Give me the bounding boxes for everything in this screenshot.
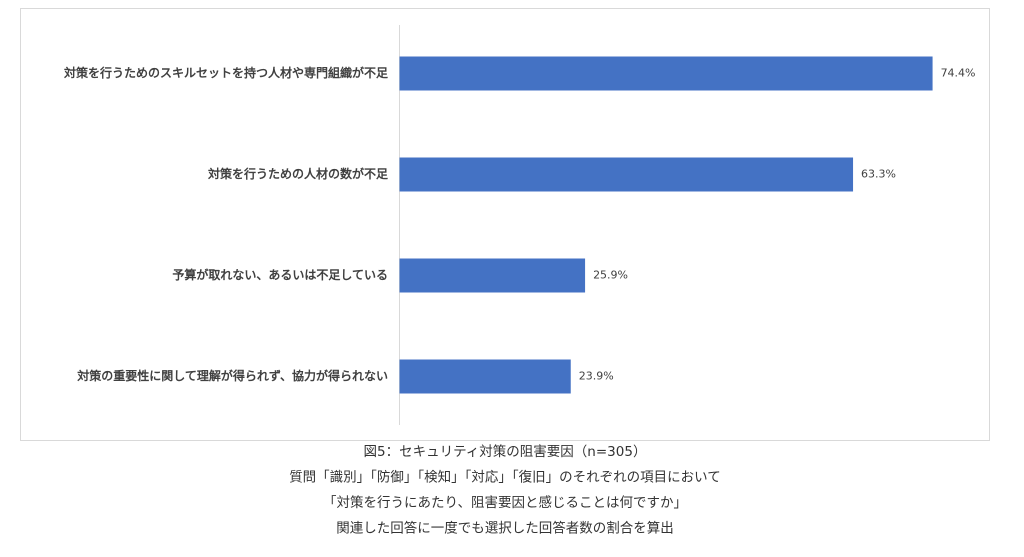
- bar: [399, 56, 933, 91]
- bar: [399, 157, 854, 192]
- value-label: 25.9%: [593, 269, 628, 282]
- value-label: 23.9%: [579, 370, 614, 383]
- caption-line: 図5：セキュリティ対策の阻害要因（n=305）: [364, 443, 647, 460]
- bar: [399, 258, 586, 293]
- caption-line: 関連した回答に一度でも選択した回答者数の割合を算出: [336, 520, 674, 537]
- value-label: 74.4%: [941, 67, 976, 80]
- value-label: 63.3%: [861, 168, 896, 181]
- caption-line: 質問「識別」「防御」「検知」「対応」「復旧」のそれぞれの項目において: [289, 469, 721, 486]
- bar: [399, 359, 571, 394]
- category-label: 対策を行うためのスキルセットを持つ人材や専門組織が不足: [63, 65, 388, 80]
- caption-line: 「対策を行うにあたり、阻害要因と感じることは何ですか」: [323, 494, 687, 511]
- category-label: 対策を行うための人材の数が不足: [207, 166, 388, 181]
- category-label: 対策の重要性に関して理解が得られず、協力が得られない: [76, 368, 388, 383]
- category-label: 予算が取れない、あるいは不足している: [172, 267, 388, 282]
